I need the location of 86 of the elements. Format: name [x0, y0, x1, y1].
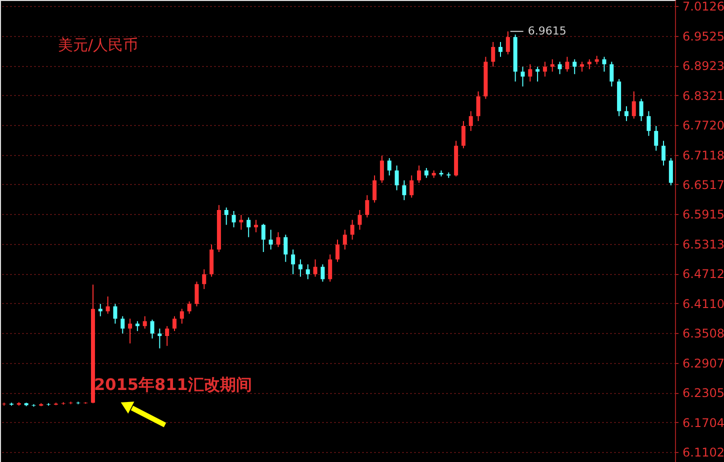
candlestick: [350, 219, 354, 240]
candlestick: [276, 232, 280, 248]
candlestick: [365, 194, 370, 218]
y-tick-label: 6.8923: [682, 59, 724, 74]
candlestick: [306, 264, 310, 280]
candlestick: [580, 61, 584, 72]
candlestick: [180, 308, 184, 324]
candlestick: [98, 303, 102, 317]
candlestick: [424, 168, 428, 178]
candlestick: [668, 158, 673, 186]
candlestick: [410, 174, 414, 198]
candlestick: [528, 64, 532, 82]
candlestick: [380, 155, 384, 184]
candlestick: [106, 296, 110, 314]
y-tick-label: 6.3508: [682, 326, 724, 341]
candlestick: [135, 320, 140, 332]
candlestick: [372, 174, 377, 204]
candlestick: [113, 303, 118, 324]
annotation: 2015年811汇改期间: [94, 375, 252, 394]
candlestick: [550, 58, 554, 72]
candlestick: [342, 229, 347, 250]
candlestick: [194, 281, 199, 307]
y-tick-label: 7.0126: [682, 0, 724, 14]
candlestick: [224, 207, 228, 226]
y-tick-label: 6.6517: [682, 178, 724, 192]
candlestick: [498, 42, 503, 58]
candlestick: [158, 328, 162, 349]
candlestick: [491, 42, 496, 68]
candlestick: [572, 58, 577, 75]
candlestick: [313, 258, 318, 278]
candlestick: [232, 210, 236, 228]
y-tick-label: 6.1102: [682, 446, 724, 460]
candlestick: [476, 90, 480, 122]
candlestick: [254, 219, 258, 233]
candlestick: [239, 214, 244, 230]
candlestick: [128, 318, 132, 344]
candlestick: [387, 158, 392, 176]
candlestick: [142, 316, 147, 330]
candlestick: [320, 264, 325, 282]
y-tick-label: 6.5915: [682, 208, 724, 222]
candlestick: [610, 61, 614, 87]
candlestick: [646, 110, 651, 136]
y-tick-label: 6.7720: [682, 118, 724, 133]
candlestick: [336, 239, 340, 262]
candlestick: [246, 216, 251, 238]
candlestick: [520, 66, 525, 87]
candlestick: [261, 223, 266, 252]
y-tick-label: 6.4110: [682, 296, 724, 311]
candlestick: [298, 258, 302, 278]
y-tick-label: 6.2907: [682, 356, 724, 370]
candlestick: [187, 300, 192, 314]
candlestick: [536, 66, 540, 82]
candlestick: [172, 316, 176, 332]
candlestick: [468, 110, 473, 132]
annotation: 6.9615: [528, 24, 566, 38]
candlestick: [639, 98, 644, 122]
candlestick: [394, 165, 399, 191]
candlestick: [624, 106, 628, 122]
candlestick: [120, 316, 125, 334]
candlestick: [417, 165, 422, 184]
candlestick: [202, 268, 206, 290]
y-tick-label: 6.2305: [682, 386, 724, 400]
candlestick: [268, 229, 273, 250]
candlestick: [565, 56, 570, 72]
candlestick: [291, 249, 296, 275]
candlestick: [358, 210, 362, 230]
candlestick: [662, 140, 666, 166]
y-tick-label: 6.9525: [682, 29, 724, 44]
candlestick: [150, 319, 154, 339]
candlestick: [542, 61, 547, 78]
y-tick-label: 6.5313: [682, 237, 724, 252]
y-tick-label: 6.8321: [682, 88, 724, 103]
y-tick-label: 6.4712: [682, 267, 724, 282]
candlestick: [632, 90, 636, 120]
candlestick: [328, 254, 332, 282]
candlestick: [402, 180, 406, 201]
candlestick: [284, 234, 288, 262]
text: 美元/人民币: [58, 36, 138, 54]
candlestick: [602, 56, 606, 72]
candlestick: [506, 30, 510, 55]
candlestick: [558, 61, 562, 75]
y-tick-label: 6.7118: [682, 148, 724, 162]
candlestick: [461, 120, 466, 149]
y-tick-label: 6.1704: [682, 416, 724, 430]
candlestick: [654, 126, 658, 152]
candlestick: [165, 326, 170, 346]
